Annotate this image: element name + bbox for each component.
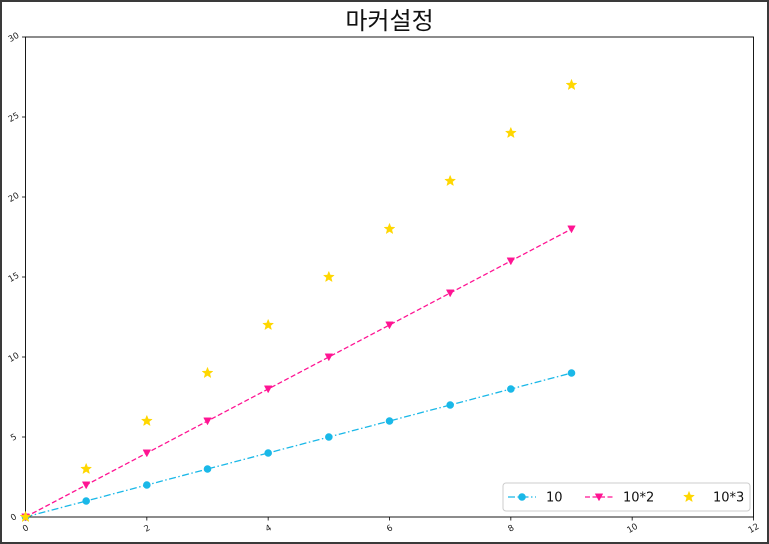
series-10-point — [203, 465, 212, 473]
legend-box — [502, 482, 751, 512]
legend-entry-10-2-marker — [594, 493, 604, 502]
series-10-3-point — [262, 318, 275, 331]
series-10-point — [82, 497, 90, 505]
series-10-3-point — [201, 366, 214, 379]
series-10-3-point — [444, 174, 457, 187]
series-10-point — [385, 417, 394, 425]
y-tick-label: 10 — [7, 351, 21, 365]
x-tick-label: 8 — [506, 523, 516, 534]
series-10-3-point — [80, 462, 93, 475]
series-10-3 — [19, 78, 578, 523]
chart-title: 마커설정 — [345, 7, 433, 35]
y-tick-label: 30 — [7, 31, 21, 45]
series-10-point — [264, 449, 272, 457]
legend-entry-10: 10 — [508, 491, 563, 506]
legend-entry-10-marker — [518, 493, 526, 501]
legend: 10 10*2 10*3 — [502, 482, 751, 512]
series-10-3-point — [322, 270, 335, 283]
legend-entry-10-3-label: 10*3 — [713, 491, 744, 506]
legend-entry-10-label: 10 — [546, 491, 563, 506]
series-10-2-point — [506, 257, 516, 266]
series-10-2-point — [445, 289, 455, 298]
series-10-3-point — [504, 126, 517, 139]
x-tick-label: 0 — [21, 523, 31, 534]
y-tick-label: 15 — [7, 271, 21, 285]
series-10-3-point — [19, 510, 32, 523]
y-tick-label: 25 — [7, 111, 21, 125]
x-tick-label: 12 — [747, 522, 761, 536]
series-10-3-point — [383, 222, 396, 235]
series-10-2-point — [324, 353, 334, 362]
legend-entry-10-3: 10*3 — [683, 490, 744, 506]
series-10-2-point — [203, 417, 212, 426]
series-10-2-point — [567, 225, 576, 234]
series-10-2-point — [142, 449, 152, 458]
series-10-3-point — [565, 78, 578, 91]
series-layer — [19, 78, 578, 523]
legend-entry-10-2: 10*2 — [585, 491, 654, 506]
series-10-point — [507, 385, 515, 393]
plot-area: 0 2 4 6 8 10 12 0 5 10 15 20 25 30 — [7, 31, 761, 536]
x-tick-label: 2 — [142, 523, 152, 534]
x-tick-label: 10 — [625, 522, 639, 536]
x-tick-label: 6 — [385, 523, 395, 534]
y-tick-label: 0 — [9, 512, 19, 523]
series-10-2-line — [25, 228, 572, 518]
series-10-point — [143, 481, 151, 489]
series-10-point — [446, 401, 454, 409]
y-tick-label: 20 — [7, 191, 21, 205]
series-10-3-point — [140, 414, 153, 427]
series-10-point — [325, 433, 333, 441]
x-tick-label: 4 — [264, 523, 274, 534]
y-tick-label: 5 — [9, 432, 19, 443]
legend-entry-10-3-marker — [683, 490, 695, 503]
series-10-2-point — [81, 481, 91, 490]
series-10-2-point — [263, 385, 273, 394]
series-10-point — [567, 369, 576, 377]
series-10-2-point — [385, 321, 394, 330]
legend-entry-10-2-label: 10*2 — [623, 491, 654, 506]
